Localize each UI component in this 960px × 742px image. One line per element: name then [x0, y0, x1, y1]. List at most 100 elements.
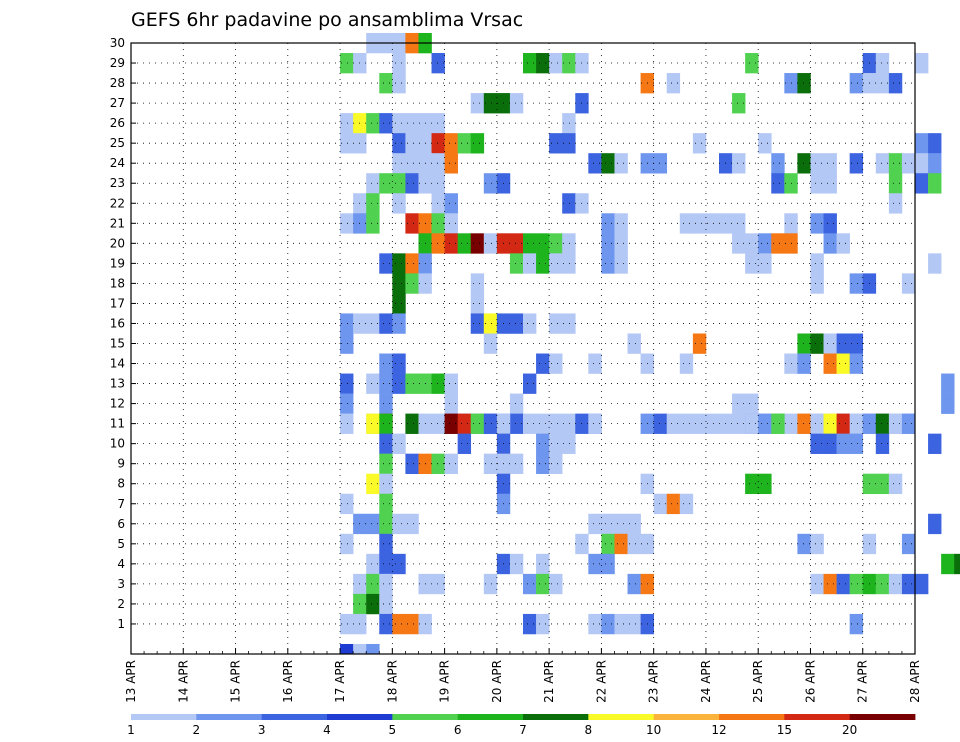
x-tick-label: 23 APR — [647, 660, 661, 703]
y-axis: 1234567891011121314151617181920212223242… — [110, 36, 136, 631]
heatmap-cell — [823, 153, 837, 174]
heatmap-cell — [536, 553, 550, 575]
heatmap-cell — [888, 173, 903, 194]
heatmap-cell — [379, 253, 393, 274]
colorbar-tick-label: 3 — [258, 723, 266, 737]
heatmap-cell — [823, 213, 837, 234]
heatmap-cell — [562, 233, 576, 254]
y-tick-label: 15 — [110, 336, 125, 350]
y-tick-label: 30 — [110, 36, 125, 50]
heatmap-cell — [875, 73, 890, 94]
heatmap-cell — [379, 73, 393, 94]
heatmap-cell — [810, 433, 824, 454]
colorbar-tick-label: 6 — [454, 723, 462, 737]
y-tick-label: 27 — [110, 96, 125, 110]
heatmap-cell — [366, 473, 380, 495]
heatmap-cell — [745, 233, 759, 254]
heatmap-cell — [340, 213, 354, 234]
heatmap-cell — [653, 493, 668, 515]
colorbar-swatch — [653, 714, 720, 720]
heatmap-cell — [601, 253, 615, 274]
heatmap-cell — [431, 173, 445, 194]
heatmap-cell — [379, 593, 393, 615]
y-tick-label: 17 — [110, 296, 125, 310]
heatmap-cell — [745, 253, 759, 274]
heatmap-cell — [797, 353, 811, 374]
heatmap-cell — [509, 253, 524, 274]
heatmap-cell — [705, 413, 720, 434]
y-tick-label: 6 — [117, 517, 125, 531]
colorbar-swatch — [588, 714, 655, 720]
colorbar-swatch — [849, 714, 916, 720]
heatmap-cell — [653, 413, 668, 434]
heatmap-cell — [601, 553, 615, 575]
heatmap-cell — [823, 173, 837, 194]
heatmap-cell — [483, 453, 498, 474]
heatmap-cell — [340, 373, 354, 394]
colorbar-tick-label: 4 — [323, 723, 331, 737]
heatmap-cell — [875, 473, 890, 495]
heatmap-cell — [771, 173, 785, 194]
heatmap-cell — [679, 353, 694, 374]
heatmap-cell — [758, 133, 772, 154]
heatmap-cell — [666, 413, 681, 434]
heatmap-cell — [366, 553, 380, 575]
heatmap-cell — [340, 133, 354, 154]
y-tick-label: 25 — [110, 136, 125, 150]
heatmap-cell — [601, 613, 615, 635]
heatmap-cell — [549, 573, 563, 595]
colorbar-tick-label: 8 — [585, 723, 593, 737]
heatmap-cell — [705, 213, 720, 234]
colorbar-tick-label: 12 — [711, 723, 726, 737]
heatmap-cell — [601, 213, 615, 234]
heatmap-cell — [823, 573, 837, 595]
heatmap-cell — [849, 613, 864, 635]
heatmap-cell — [928, 433, 942, 454]
heatmap-cell — [431, 213, 445, 234]
heatmap-cell — [562, 53, 576, 74]
heatmap-cell — [901, 573, 916, 595]
heatmap-cell — [588, 553, 602, 575]
x-tick-label: 19 APR — [438, 660, 452, 703]
heatmap-cell — [431, 53, 445, 74]
heatmap-cell — [614, 613, 628, 635]
heatmap-cell — [366, 573, 380, 595]
heatmap-cell — [405, 453, 419, 474]
heatmap-cell — [666, 73, 681, 94]
y-tick-label: 1 — [117, 617, 125, 631]
heatmap-cell — [771, 233, 785, 254]
heatmap-cell — [366, 593, 380, 615]
x-tick-label: 17 APR — [333, 660, 347, 703]
heatmap-cell — [392, 613, 406, 635]
y-tick-label: 8 — [117, 477, 125, 491]
y-tick-label: 28 — [110, 76, 125, 90]
x-tick-label: 13 APR — [124, 660, 138, 703]
heatmap-cell — [915, 573, 929, 595]
heatmap-cell — [444, 393, 458, 414]
heatmap-cell — [823, 413, 837, 434]
colorbar-swatch — [457, 714, 524, 720]
heatmap-cell — [614, 533, 628, 555]
heatmap-cell — [392, 313, 406, 334]
heatmap-cell — [523, 613, 537, 635]
heatmap-cell — [392, 133, 406, 154]
colorbar-tick-label: 5 — [389, 723, 397, 737]
y-tick-label: 12 — [110, 397, 125, 411]
heatmap-cell — [810, 153, 824, 174]
heatmap-cell — [405, 373, 419, 394]
heatmap-cell — [888, 573, 903, 595]
heatmap-cell — [379, 373, 393, 394]
heatmap-cell — [692, 333, 707, 354]
heatmap-cell — [483, 233, 498, 254]
heatmap-cell — [588, 353, 602, 374]
heatmap-cell — [366, 643, 380, 655]
heatmap-cell — [379, 473, 393, 495]
colorbar-tick-label: 2 — [193, 723, 201, 737]
heatmap-cell — [810, 533, 824, 555]
x-tick-label: 21 APR — [542, 660, 556, 703]
heatmap-cell — [692, 413, 707, 434]
heatmap-cell — [340, 613, 354, 635]
heatmap-cell — [823, 353, 837, 374]
colorbar-swatch — [392, 714, 459, 720]
